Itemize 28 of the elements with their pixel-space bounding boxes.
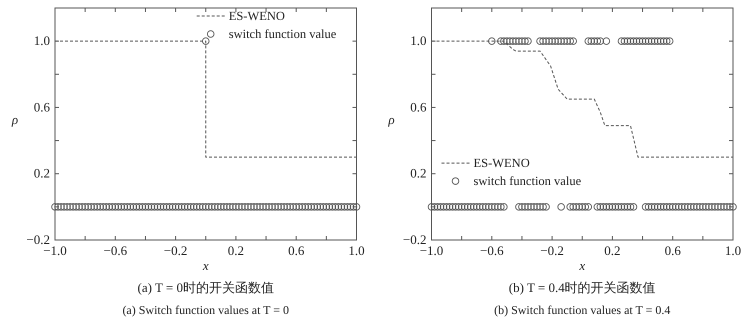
y-axis-title: ρ	[10, 112, 18, 127]
y-tick-label: 1.0	[34, 33, 50, 48]
x-tick-label: −0.6	[104, 243, 128, 258]
text: (b) T = 0.4时的开关函数值	[508, 280, 656, 295]
y-tick-label: 0.6	[34, 99, 50, 114]
x-tick-label: −0.6	[480, 243, 504, 258]
x-tick-label: 0.2	[604, 243, 621, 258]
x-tick-label: 1.0	[348, 243, 365, 258]
y-tick-label: 0.2	[410, 166, 426, 181]
x-tick-label: 0.2	[228, 243, 244, 258]
y-axis-title: ρ	[387, 112, 395, 127]
legend-label: ES-WENO	[474, 156, 530, 170]
y-tick-label: 0.2	[34, 166, 50, 181]
x-tick-label: 1.0	[724, 243, 742, 258]
legend-label: ES-WENO	[228, 9, 285, 23]
y-tick-label: 0.6	[410, 99, 427, 114]
x-tick-label: 0.6	[288, 243, 305, 258]
text: (a) Switch function values at T = 0	[122, 303, 290, 317]
x-tick-label: 0.6	[664, 243, 682, 258]
legend-label: switch function value	[474, 174, 582, 188]
x-axis-title: x	[578, 258, 586, 273]
x-tick-label: −0.2	[164, 243, 188, 258]
x-axis-title: x	[202, 258, 209, 273]
text: (a) T = 0时的开关函数值	[138, 280, 274, 295]
x-tick-label: −0.2	[540, 243, 564, 258]
legend-label: switch function value	[228, 27, 337, 41]
y-tick-label: 1.0	[410, 33, 426, 48]
text: (b) Switch function values at T = 0.4	[494, 303, 670, 317]
